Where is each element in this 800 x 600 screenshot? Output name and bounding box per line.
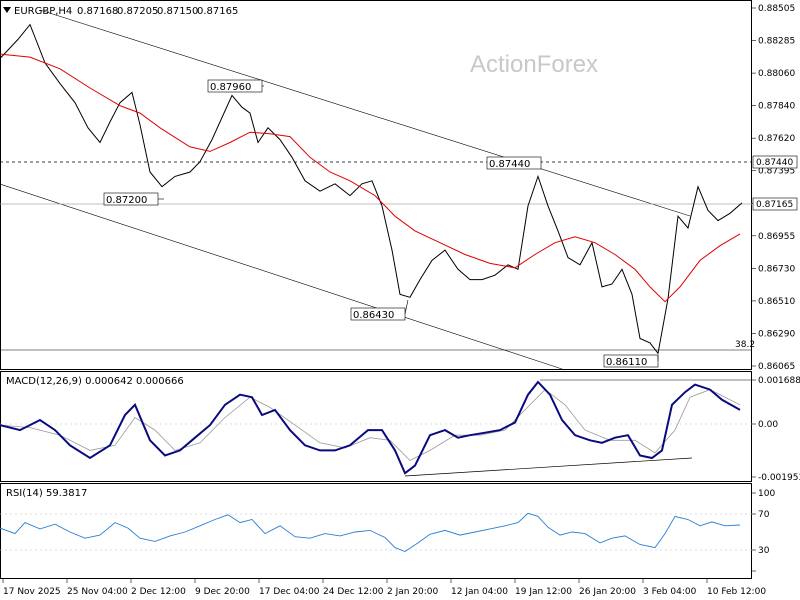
annotation-0-86430-text: 0.86430 [353,310,394,321]
symbol-label: EURGBP,H4 [14,6,72,17]
price-tick-label: 0.87395 [758,167,795,177]
time-tick-label: 17 Dec 04:00 [259,587,320,597]
price-tick-label: 0.88505 [758,4,795,14]
price-tick-label: 0.88060 [758,69,795,79]
price-marker: 0.87165 [752,197,798,211]
price-tick-label: 0.87620 [758,134,795,144]
macd-label: MACD(12,26,9) 0.000642 0.000666 [6,376,184,387]
rsi-tick-label: 100 [758,489,775,499]
time-tick-label: 9 Dec 20:00 [195,587,250,597]
annotation-0-87200-text: 0.87200 [106,195,147,206]
annotation-0-86110: 0.86110 [603,354,659,368]
rsi-panel-frame [0,483,752,579]
rsi-tick-label: 30 [758,546,770,556]
rsi-tick-label: 70 [758,510,770,520]
rsi-line [0,512,741,553]
annotation-0-86110-text: 0.86110 [606,357,647,368]
price-tick-label: 0.86510 [758,297,795,307]
time-tick-label: 19 Jan 12:00 [515,587,572,597]
rsi-label: RSI(14) 59.3817 [6,488,87,499]
price-marker-text: 0.87165 [756,200,793,210]
time-tick-label: 3 Feb 04:00 [643,587,697,597]
time-tick-label: 2 Dec 12:00 [131,587,186,597]
macd-signal-line [0,389,741,461]
price-tick-label: 0.87840 [758,102,795,112]
time-tick-label: 17 Nov 2025 [3,587,61,597]
ohlc-low: 0.87150 [157,6,198,17]
macd-divergence-line [404,457,693,477]
level-marker-text: 0.87440 [756,158,793,168]
price-tick-label: 0.86955 [758,232,795,242]
price-tick-label: 0.86730 [758,264,795,274]
time-axis: 17 Nov 2025 25 Nov 04:00 2 Dec 12:00 9 Dec … [2,579,766,597]
price-tick-label: 0.86290 [758,329,795,339]
collapse-triangle-icon[interactable] [3,7,11,13]
channel-upper-line [39,9,691,217]
price-tick-label: 0.88285 [758,37,795,47]
price-axis: 0.88505 0.88285 0.88060 0.87840 0.87620 0.873… [752,4,795,372]
time-tick-label: 25 Nov 04:00 [67,587,128,597]
macd-tick-label: 0.00 [758,420,778,430]
macd-tick-label: 0.001688 [758,376,800,386]
ohlc-open: 0.87168 [77,6,118,17]
time-tick-label: 26 Jan 20:00 [579,587,636,597]
channel-lower-line [0,183,566,371]
price-header: EURGBP,H4 0.87168 0.87205 0.87150 0.8716… [3,6,238,17]
rsi-axis: 100 70 30 [752,489,775,572]
annotation-0-87440: 0.87440 [486,156,542,170]
ohlc-high: 0.87205 [117,6,158,17]
time-tick-label: 10 Feb 12:00 [707,587,766,597]
time-tick-label: 2 Jan 20:00 [387,587,439,597]
macd-tick-label: -0.001953 [758,473,800,483]
annotation-0-87440-text: 0.87440 [489,159,530,170]
price-tick-label: 0.86065 [758,362,795,372]
macd-axis: 0.001688 0.00 -0.001953 [752,376,800,483]
moving-average-line [0,53,741,303]
macd-line [0,380,741,475]
time-tick-label: 24 Dec 12:00 [323,587,384,597]
annotation-0-87200: 0.87200 [103,192,164,206]
annotation-0-87960: 0.87960 [207,79,264,93]
price-panel-frame [0,0,752,370]
annotation-0-87960-text: 0.87960 [210,82,251,93]
fib-label: 38.2 [735,340,755,350]
watermark: ActionForex [470,51,598,78]
price-series-line [0,23,743,355]
level-marker: 0.87440 [752,155,798,169]
ohlc-close: 0.87165 [197,6,238,17]
annotation-0-86430: 0.86430 [350,299,409,321]
time-tick-label: 12 Jan 04:00 [451,587,508,597]
macd-panel-frame [0,371,752,482]
